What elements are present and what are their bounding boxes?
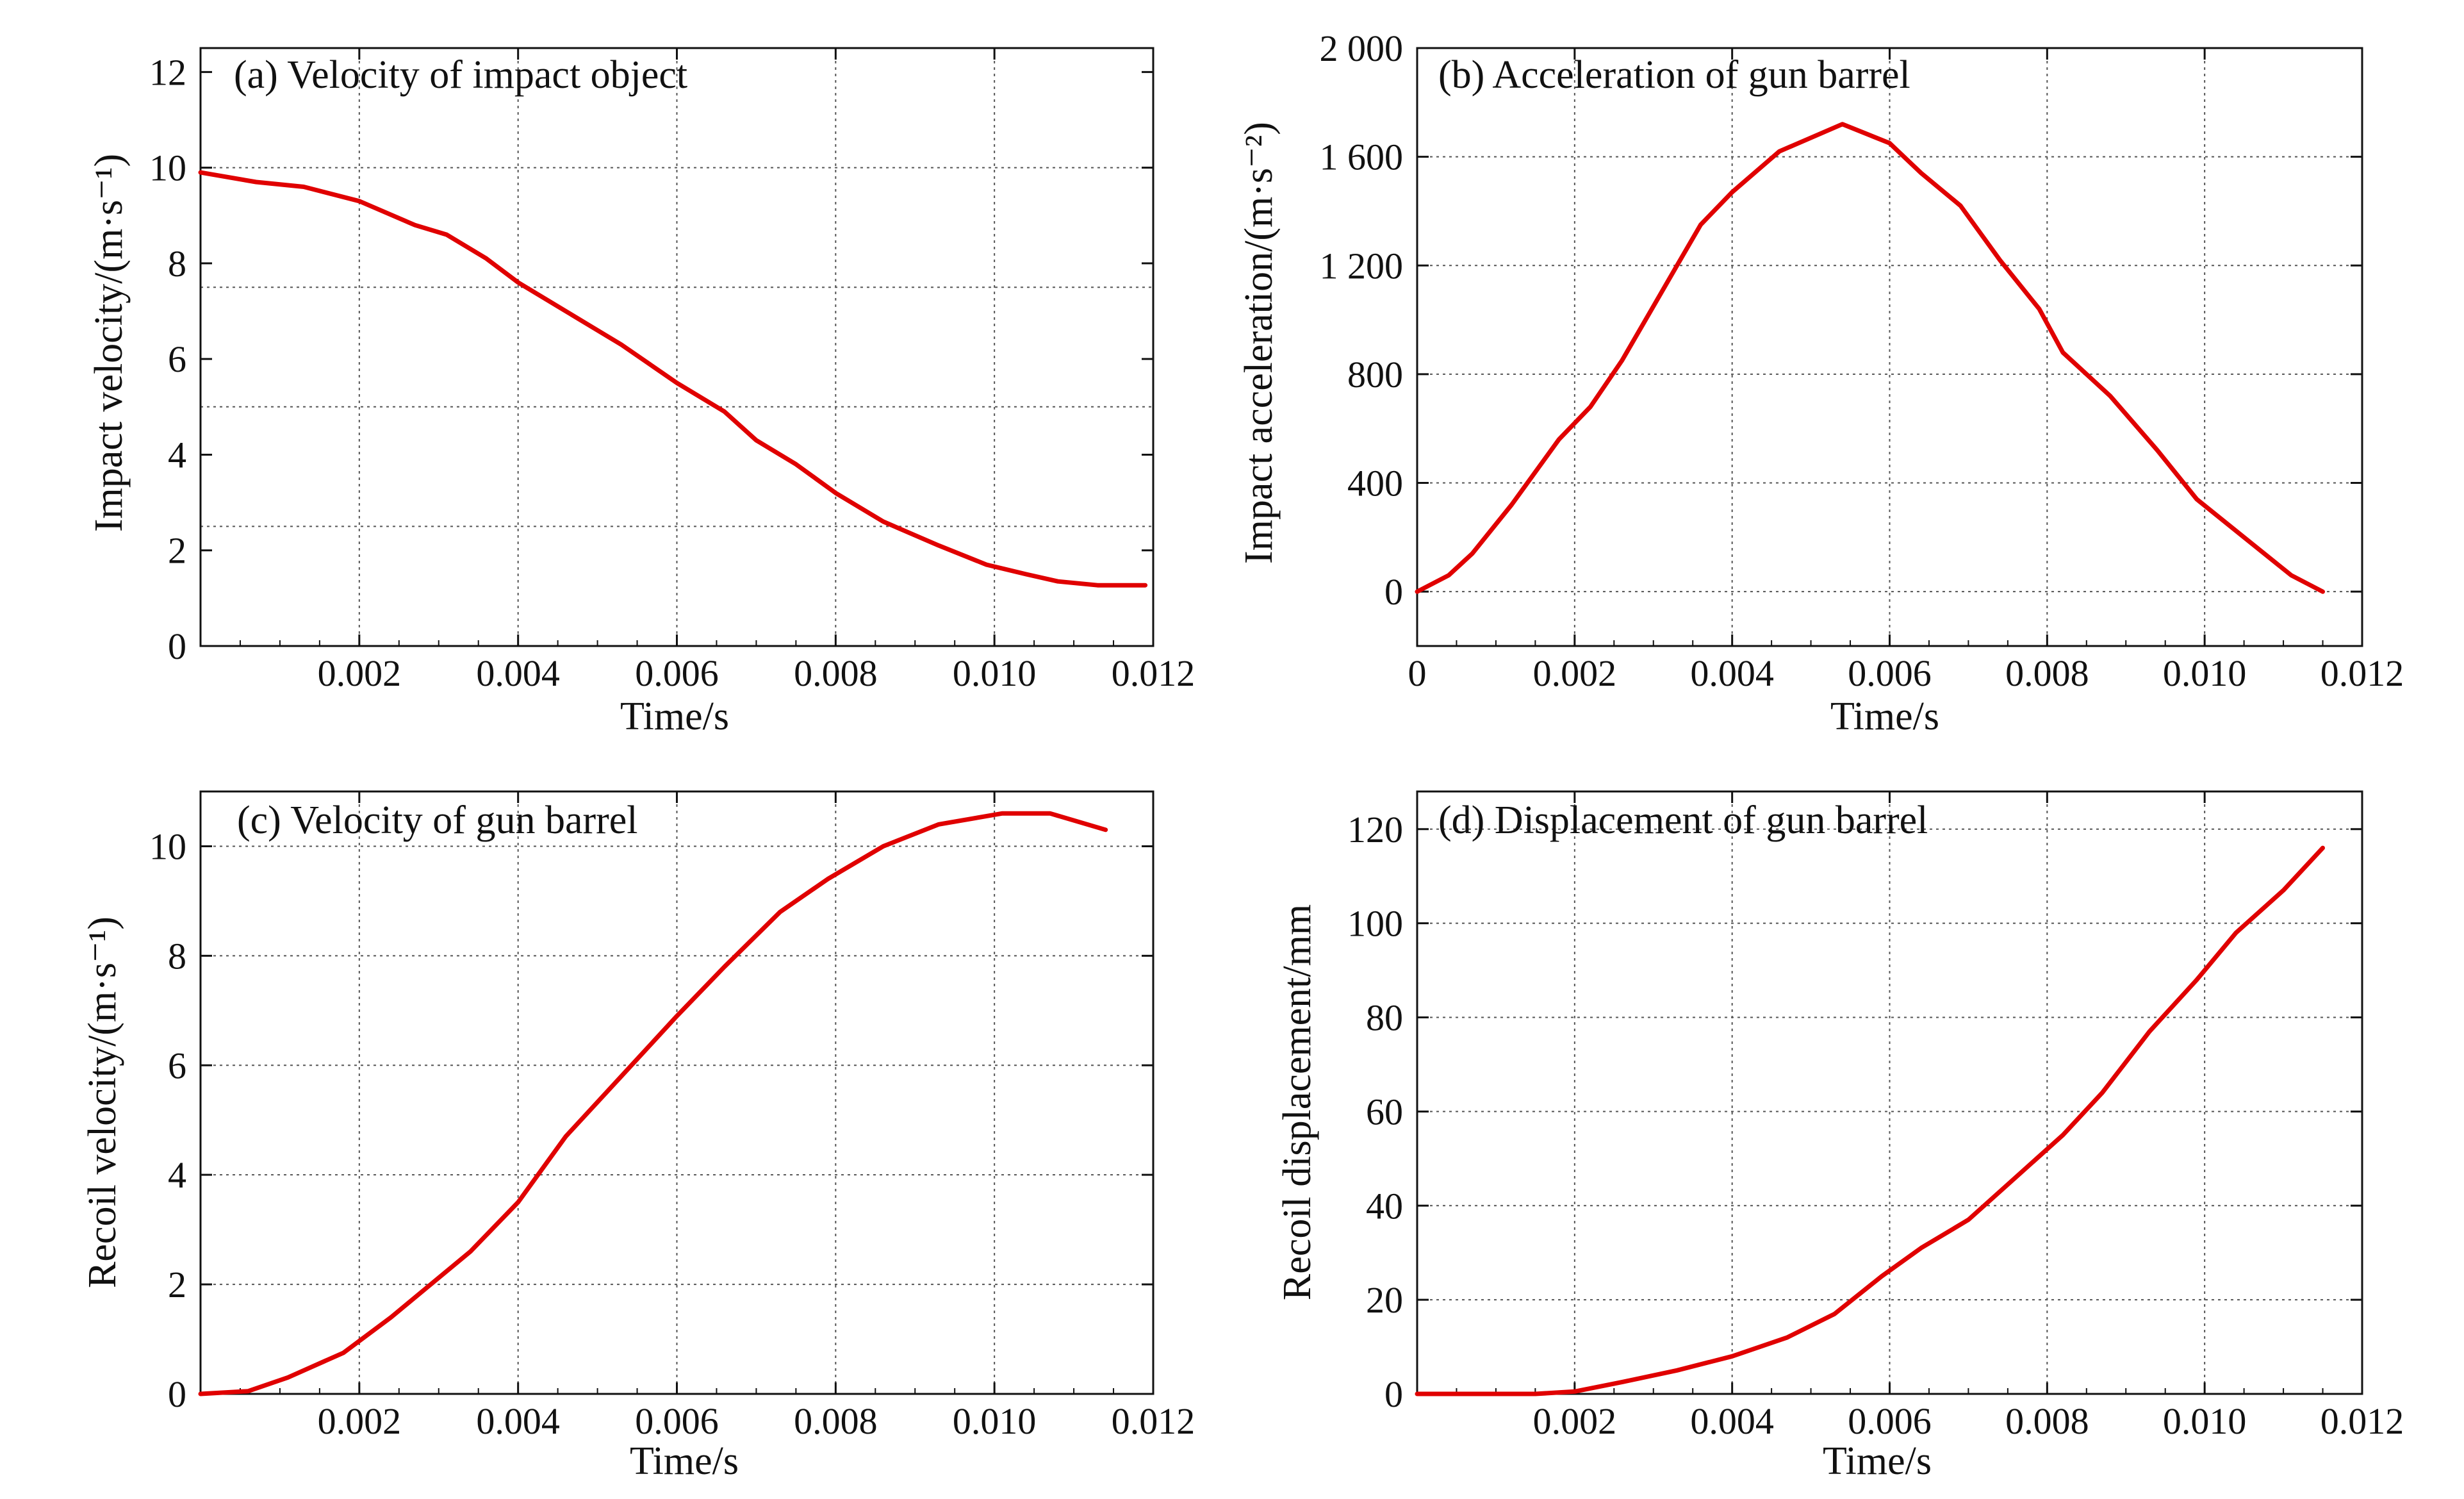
panel-c-y-tick-label: 2 bbox=[168, 1264, 186, 1305]
panel-b-x-tick-label: 0.002 bbox=[1533, 652, 1617, 694]
panel-c-x-tick-label: 0.002 bbox=[318, 1400, 402, 1442]
panel-a-title: (a) Velocity of impact object bbox=[234, 53, 687, 97]
panel-a-x-tick-label: 0.002 bbox=[318, 652, 402, 694]
panel-c-x-tick-label: 0.010 bbox=[953, 1400, 1037, 1442]
panel-b-x-axis-title: Time/s bbox=[1830, 695, 1939, 738]
panel-a-y-tick-label: 0 bbox=[168, 625, 186, 667]
panel-d-x-tick-label: 0.002 bbox=[1533, 1400, 1617, 1442]
panel-b-x-tick-label: 0 bbox=[1408, 652, 1427, 694]
panel-c-title: (c) Velocity of gun barrel bbox=[237, 799, 638, 842]
panel-a-y-tick-label: 4 bbox=[168, 434, 186, 476]
panel-c-y-tick-label: 6 bbox=[168, 1045, 186, 1086]
panel-a-x-tick-label: 0.004 bbox=[476, 652, 560, 694]
panel-d-y-tick-label: 100 bbox=[1347, 903, 1403, 945]
panel-d-x-tick-label: 0.012 bbox=[2320, 1400, 2404, 1442]
panel-c-recoil-velocity-chart: 0.002 0.004 0.006 0.008 0.010 0.012 0 2 4 6 8 10 bbox=[149, 790, 1195, 1442]
panel-b-y-tick-label: 400 bbox=[1347, 463, 1403, 504]
panel-d-x-tick-label: 0.008 bbox=[2005, 1400, 2089, 1442]
panel-a-x-tick-label: 0.010 bbox=[953, 652, 1037, 694]
panel-d-y-tick-label: 120 bbox=[1347, 809, 1403, 850]
panel-c-x-tick-label: 0.006 bbox=[635, 1400, 719, 1442]
panel-c-y-axis-title: Recoil velocity/(m·s⁻¹) bbox=[81, 916, 124, 1288]
panel-a-y-tick-label: 8 bbox=[168, 243, 186, 285]
panel-d-data-line bbox=[1415, 845, 2325, 1396]
panel-b-y-tick-label: 1 200 bbox=[1320, 245, 1404, 286]
panel-a-y-tick-label: 12 bbox=[149, 51, 186, 93]
panel-a-y-tick-label: 10 bbox=[149, 147, 186, 189]
panel-b-x-tick-label: 0.010 bbox=[2163, 652, 2247, 694]
panel-b-y-tick-label: 1 600 bbox=[1320, 137, 1404, 178]
panel-b-x-tick-label: 0.008 bbox=[2005, 652, 2089, 694]
panel-d-x-tick-label: 0.006 bbox=[1848, 1400, 1932, 1442]
panel-c-data-line bbox=[198, 811, 1108, 1396]
panel-d-y-tick-label: 20 bbox=[1366, 1279, 1403, 1321]
panel-c-y-tick-label: 4 bbox=[168, 1154, 186, 1196]
panel-a-data-line bbox=[198, 170, 1148, 588]
panel-d-y-tick-label: 40 bbox=[1366, 1185, 1403, 1227]
panel-b-x-tick-label: 0.004 bbox=[1690, 652, 1774, 694]
panel-d-recoil-displacement-chart: 0.002 0.004 0.006 0.008 0.010 0.012 0 20 40 60 80 1… bbox=[1347, 790, 2404, 1442]
panel-b-y-tick-label: 0 bbox=[1384, 571, 1403, 613]
panel-d-y-axis-title: Recoil displacement/mm bbox=[1276, 904, 1319, 1300]
panel-d-y-tick-label: 80 bbox=[1366, 997, 1403, 1039]
panel-c-y-tick-label: 8 bbox=[168, 935, 186, 977]
panel-d-title: (d) Displacement of gun barrel bbox=[1438, 799, 1928, 842]
panel-b-y-axis-title: Impact acceleration/(m·s⁻²) bbox=[1237, 122, 1281, 564]
panel-b-title: (b) Acceleration of gun barrel bbox=[1438, 53, 1910, 97]
panel-d-y-tick-label: 60 bbox=[1366, 1091, 1403, 1132]
panel-a-x-tick-label: 0.008 bbox=[794, 652, 878, 694]
panel-c-y-tick-label: 10 bbox=[149, 825, 186, 867]
panel-a-y-axis-title: Impact velocity/(m·s⁻¹) bbox=[87, 154, 131, 532]
panel-b-x-tick-label: 0.006 bbox=[1848, 652, 1932, 694]
panel-a-impact-velocity-chart: 0.002 0.004 0.006 0.008 0.010 0.012 0 2 4 6 8 10 12 bbox=[149, 47, 1195, 694]
panel-c-x-axis-title: Time/s bbox=[630, 1439, 739, 1483]
panel-c-y-tick-label: 0 bbox=[168, 1373, 186, 1415]
panel-d-y-tick-label: 0 bbox=[1384, 1373, 1403, 1415]
panel-d-x-axis-title: Time/s bbox=[1823, 1439, 1932, 1483]
panel-d-x-tick-label: 0.004 bbox=[1690, 1400, 1774, 1442]
panel-d-x-tick-label: 0.010 bbox=[2163, 1400, 2247, 1442]
panel-c-x-tick-label: 0.008 bbox=[794, 1400, 878, 1442]
panel-a-x-tick-label: 0.006 bbox=[635, 652, 719, 694]
panel-a-x-axis-title: Time/s bbox=[620, 695, 729, 738]
panel-a-y-tick-label: 6 bbox=[168, 338, 186, 380]
panel-c-x-tick-label: 0.012 bbox=[1112, 1400, 1195, 1442]
panel-c-x-tick-label: 0.004 bbox=[476, 1400, 560, 1442]
panel-a-y-tick-label: 2 bbox=[168, 530, 186, 572]
panel-b-data-line bbox=[1415, 122, 2325, 594]
panel-b-x-tick-label: 0.012 bbox=[2320, 652, 2404, 694]
panel-b-y-tick-label: 2 000 bbox=[1320, 28, 1404, 69]
panel-b-y-tick-label: 800 bbox=[1347, 354, 1403, 395]
panel-b-gun-barrel-acceleration-chart: 0 0.002 0.004 0.006 0.008 0.010 0.012 0 400 800 1 … bbox=[1320, 28, 2404, 694]
panel-a-x-tick-label: 0.012 bbox=[1112, 652, 1195, 694]
